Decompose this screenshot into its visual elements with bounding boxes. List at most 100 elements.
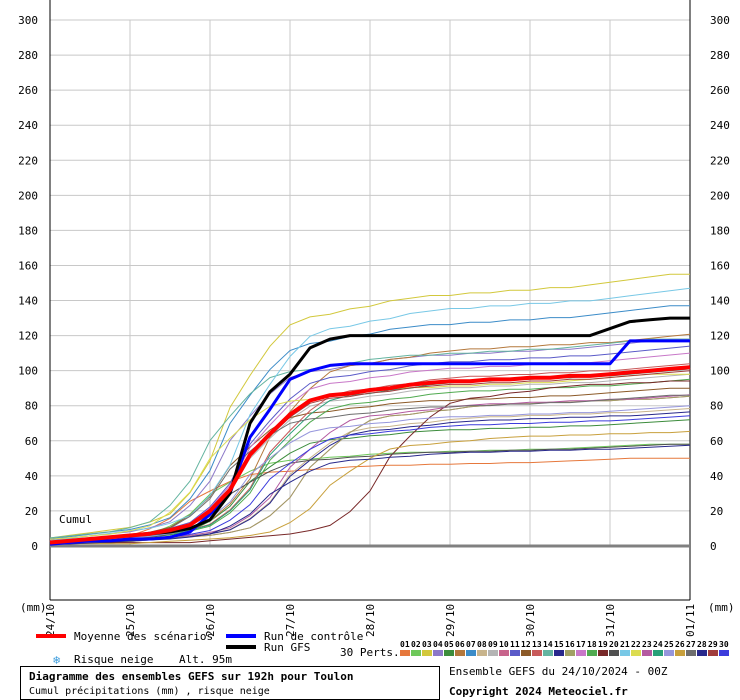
pert-swatch bbox=[642, 650, 652, 656]
pert-code: 28 bbox=[697, 640, 707, 649]
pert-code: 14 bbox=[543, 640, 553, 649]
snowflake-icon: ❄ bbox=[53, 653, 60, 667]
pert-swatch bbox=[620, 650, 630, 656]
x-tick-label: 24/10 bbox=[44, 604, 57, 637]
altitude-label: Alt. 95m bbox=[179, 653, 232, 666]
y-tick-label-right: 60 bbox=[710, 435, 723, 448]
perturbation-line-03 bbox=[49, 273, 690, 539]
y-axis-right: 0 20 40 60 80 100 120 140 160 180 200 220 240 260 280 3… bbox=[710, 14, 730, 553]
chart-subtitle: Cumul précipitations (mm) , risque neige bbox=[29, 686, 270, 697]
mean-line bbox=[49, 365, 691, 545]
pert-swatch bbox=[543, 650, 553, 656]
pert-swatch bbox=[521, 650, 531, 656]
perturbation-line-21 bbox=[49, 287, 691, 542]
perturbation-legend: 01 02 03 04 05 06 07 08 09 10 11 12 13 14 15 16 17 18 19 20… bbox=[400, 640, 729, 656]
pert-code: 27 bbox=[686, 640, 696, 649]
pert-swatch bbox=[477, 650, 487, 656]
pert-code: 09 bbox=[488, 640, 498, 649]
x-tick-label: 01/11 bbox=[684, 604, 697, 637]
chart-title: Diagramme des ensembles GEFS sur 192h po… bbox=[29, 670, 354, 683]
y-tick-label-right: 120 bbox=[710, 330, 730, 343]
pert-code: 24 bbox=[653, 640, 663, 649]
y-tick-label-right: 240 bbox=[710, 119, 730, 132]
pert-swatch bbox=[653, 650, 663, 656]
pert-swatch bbox=[554, 650, 564, 656]
y-axis-left: 0 20 40 60 80 100 120 140 160 180 200 220 240 260 280 3… bbox=[18, 14, 38, 553]
y-tick-label-left: 300 bbox=[18, 14, 38, 27]
x-tick-label: 28/10 bbox=[364, 604, 377, 637]
y-tick-label-left: 0 bbox=[31, 540, 38, 553]
pert-swatch bbox=[565, 650, 575, 656]
pert-code: 21 bbox=[620, 640, 630, 649]
x-tick-label: 30/10 bbox=[524, 604, 537, 637]
pert-swatch bbox=[499, 650, 509, 656]
pert-swatch bbox=[598, 650, 608, 656]
pert-code: 17 bbox=[576, 640, 586, 649]
cumul-label: Cumul bbox=[59, 513, 92, 526]
pert-code: 15 bbox=[554, 640, 564, 649]
y-tick-label-right: 100 bbox=[710, 365, 730, 378]
x-axis: 24/10 25/10 26/10 27/10 28/10 29/10 30/10 31/10… bbox=[44, 604, 697, 637]
legend-control-label: Run de contrôle bbox=[264, 630, 363, 643]
pert-swatch bbox=[576, 650, 586, 656]
pert-swatch bbox=[455, 650, 465, 656]
x-tick-label: 27/10 bbox=[284, 604, 297, 637]
x-tick-label: 29/10 bbox=[444, 604, 457, 637]
pert-code: 23 bbox=[642, 640, 652, 649]
pert-code: 08 bbox=[477, 640, 487, 649]
pert-code: 16 bbox=[565, 640, 575, 649]
chart-title-box: Diagramme des ensembles GEFS sur 192h po… bbox=[20, 666, 440, 700]
perts-label: 30 Perts. bbox=[340, 646, 400, 659]
pert-code: 02 bbox=[411, 640, 421, 649]
y-tick-label-left: 60 bbox=[25, 435, 38, 448]
pert-code: 01 bbox=[400, 640, 410, 649]
pert-swatch bbox=[433, 650, 443, 656]
pert-swatch bbox=[422, 650, 432, 656]
pert-swatch bbox=[664, 650, 674, 656]
y-tick-label-right: 140 bbox=[710, 295, 730, 308]
pert-swatch bbox=[466, 650, 476, 656]
y-tick-label-right: 160 bbox=[710, 259, 730, 272]
copyright: Copyright 2024 Meteociel.fr bbox=[449, 685, 628, 698]
pert-code: 12 bbox=[521, 640, 531, 649]
y-tick-label-left: 260 bbox=[18, 84, 38, 97]
legend-snow-label: Risque neige bbox=[74, 653, 153, 666]
pert-code: 10 bbox=[499, 640, 509, 649]
pert-code: 06 bbox=[455, 640, 465, 649]
legend: Moyenne des scénarios Run de contrôle Ru… bbox=[36, 630, 729, 667]
perturbation-line-20 bbox=[49, 443, 690, 544]
pert-swatch bbox=[708, 650, 718, 656]
y-tick-label-right: 220 bbox=[710, 154, 730, 167]
legend-mean-label: Moyenne des scénarios bbox=[74, 630, 213, 643]
run-info: Ensemble GEFS du 24/10/2024 - 00Z bbox=[449, 665, 668, 678]
pert-code: 03 bbox=[422, 640, 432, 649]
y-tick-label-right: 80 bbox=[710, 400, 723, 413]
pert-swatch bbox=[488, 650, 498, 656]
y-tick-label-left: 20 bbox=[25, 505, 38, 518]
x-tick-label: 26/10 bbox=[204, 604, 217, 637]
y-tick-label-right: 20 bbox=[710, 505, 723, 518]
y-tick-label-left: 120 bbox=[18, 330, 38, 343]
pert-swatch bbox=[675, 650, 685, 656]
pert-swatch bbox=[510, 650, 520, 656]
y-unit-left: (mm) bbox=[20, 601, 47, 614]
pert-code: 22 bbox=[631, 640, 641, 649]
x-tick-label: 31/10 bbox=[604, 604, 617, 637]
y-tick-label-left: 160 bbox=[18, 259, 38, 272]
pert-swatch bbox=[411, 650, 421, 656]
pert-code: 18 bbox=[587, 640, 597, 649]
y-tick-label-right: 300 bbox=[710, 14, 730, 27]
y-tick-label-left: 280 bbox=[18, 49, 38, 62]
chart-grid bbox=[49, 0, 691, 601]
pert-swatch bbox=[444, 650, 454, 656]
pert-code: 05 bbox=[444, 640, 454, 649]
perturbation-line-26 bbox=[50, 430, 691, 545]
y-tick-label-left: 220 bbox=[18, 154, 38, 167]
pert-code: 07 bbox=[466, 640, 476, 649]
perturbation-line-25 bbox=[49, 405, 691, 544]
pert-code: 25 bbox=[664, 640, 674, 649]
pert-swatch bbox=[532, 650, 542, 656]
y-unit-right: (mm) bbox=[708, 601, 735, 614]
pert-code: 26 bbox=[675, 640, 685, 649]
pert-code: 29 bbox=[708, 640, 718, 649]
